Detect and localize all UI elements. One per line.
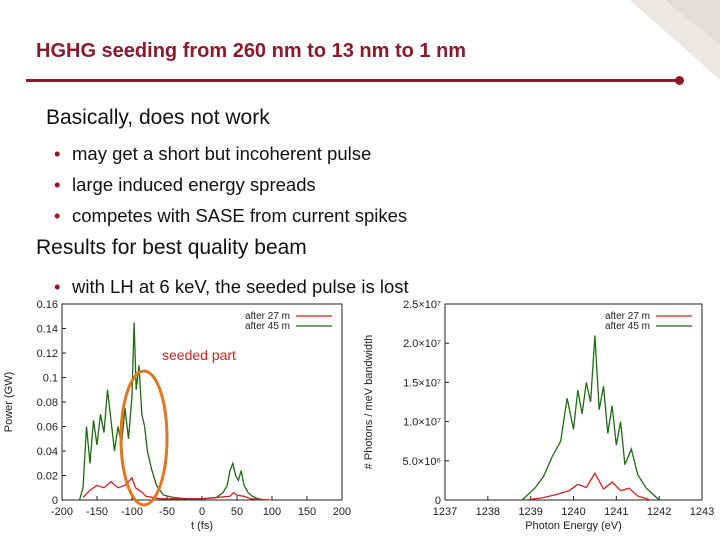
spectrum-chart: 0 5.0×10⁶ 1.0×10⁷ 1.5×10⁷ 2.0×10⁷ 2.5×10⁷ 1237… [363, 299, 714, 532]
bullet-text: large induced energy spreads [72, 174, 316, 195]
bullet-list-1: • may get a short but incoherent pulse • l… [54, 138, 407, 231]
x-tick-label: -150 [86, 506, 108, 518]
title-rule [26, 79, 680, 82]
x-tick-label: 1243 [690, 506, 714, 518]
slide-title: HGHG seeding from 260 nm to 13 nm to 1 n… [36, 40, 467, 62]
y-tick-label: 0 [435, 495, 441, 507]
x-tick-label: -200 [51, 506, 73, 518]
heading-results: Results for best quality beam [36, 236, 307, 259]
x-tick-label: 1241 [604, 506, 628, 518]
series-line-after-45m [521, 335, 660, 501]
legend-label: after 45 m [245, 321, 290, 332]
list-item: • competes with SASE from current spikes [54, 200, 407, 231]
y-tick-label: 2.0×10⁷ [403, 338, 441, 350]
x-tick-label: 1238 [476, 506, 500, 518]
legend-label: after 27 m [245, 311, 290, 322]
legend-label: after 27 m [605, 311, 650, 322]
x-tick-label: -100 [121, 506, 143, 518]
list-item: • may get a short but incoherent pulse [54, 138, 407, 169]
y-tick-label: 5.0×10⁶ [403, 456, 441, 468]
bullet-icon: • [54, 205, 61, 226]
power-chart: 0 0.02 0.04 0.06 0.08 0.1 0.12 0.14 0.16 -200 -150… [3, 299, 351, 532]
x-tick-label: 200 [333, 506, 351, 518]
seeded-part-annotation: seeded part [162, 347, 236, 363]
bullet-text: may get a short but incoherent pulse [72, 143, 372, 164]
x-tick-label: 100 [263, 506, 281, 518]
series-line-after-27m [526, 471, 651, 501]
y-tick-label: 0 [52, 495, 58, 507]
series-line-after-45m [78, 322, 266, 501]
x-tick-label: 1242 [647, 506, 671, 518]
bullet-list-2: • with LH at 6 keV, the seeded pulse is l… [54, 271, 409, 302]
x-tick-label: 1240 [561, 506, 585, 518]
y-tick-label: 1.5×10⁷ [403, 377, 441, 389]
heading-basically: Basically, does not work [46, 106, 270, 129]
bullet-text: with LH at 6 keV, the seeded pulse is lo… [72, 276, 409, 297]
y-tick-label: 0.02 [37, 471, 58, 483]
bullet-icon: • [54, 276, 61, 297]
title-rule-dot [675, 76, 684, 85]
plot-frame [61, 303, 343, 501]
x-tick-label: 1237 [433, 506, 457, 518]
y-tick-label: 1.0×10⁷ [403, 417, 441, 429]
bullet-icon: • [54, 174, 61, 195]
x-tick-label: 50 [231, 506, 243, 518]
y-axis-label: Power (GW) [3, 372, 15, 433]
y-tick-label: 0.12 [37, 348, 58, 360]
series-line-after-27m [82, 476, 273, 501]
seeded-part-highlight [119, 369, 169, 507]
x-axis-label: t (fs) [191, 520, 213, 532]
y-tick-label: 0.16 [37, 299, 58, 311]
y-tick-label: 2.5×10⁷ [403, 299, 441, 311]
legend-label: after 45 m [605, 321, 650, 332]
x-tick-label: 1239 [518, 506, 542, 518]
x-tick-label: 0 [199, 506, 205, 518]
y-axis-label: # Photons / meV bandwidth [363, 335, 375, 470]
y-tick-label: 0.04 [37, 446, 58, 458]
plot-frame [444, 303, 703, 501]
x-tick-label: 150 [298, 506, 316, 518]
x-tick-label: -50 [159, 506, 175, 518]
list-item: • large induced energy spreads [54, 169, 407, 200]
bullet-text: competes with SASE from current spikes [72, 205, 408, 226]
x-axis-label: Photon Energy (eV) [525, 520, 622, 532]
y-tick-label: 0.14 [37, 324, 58, 336]
y-tick-label: 0.08 [37, 397, 58, 409]
y-tick-label: 0.06 [37, 422, 58, 434]
corner-decoration [630, 0, 720, 80]
list-item: • with LH at 6 keV, the seeded pulse is l… [54, 271, 409, 302]
y-tick-label: 0.1 [43, 373, 58, 385]
bullet-icon: • [54, 143, 61, 164]
